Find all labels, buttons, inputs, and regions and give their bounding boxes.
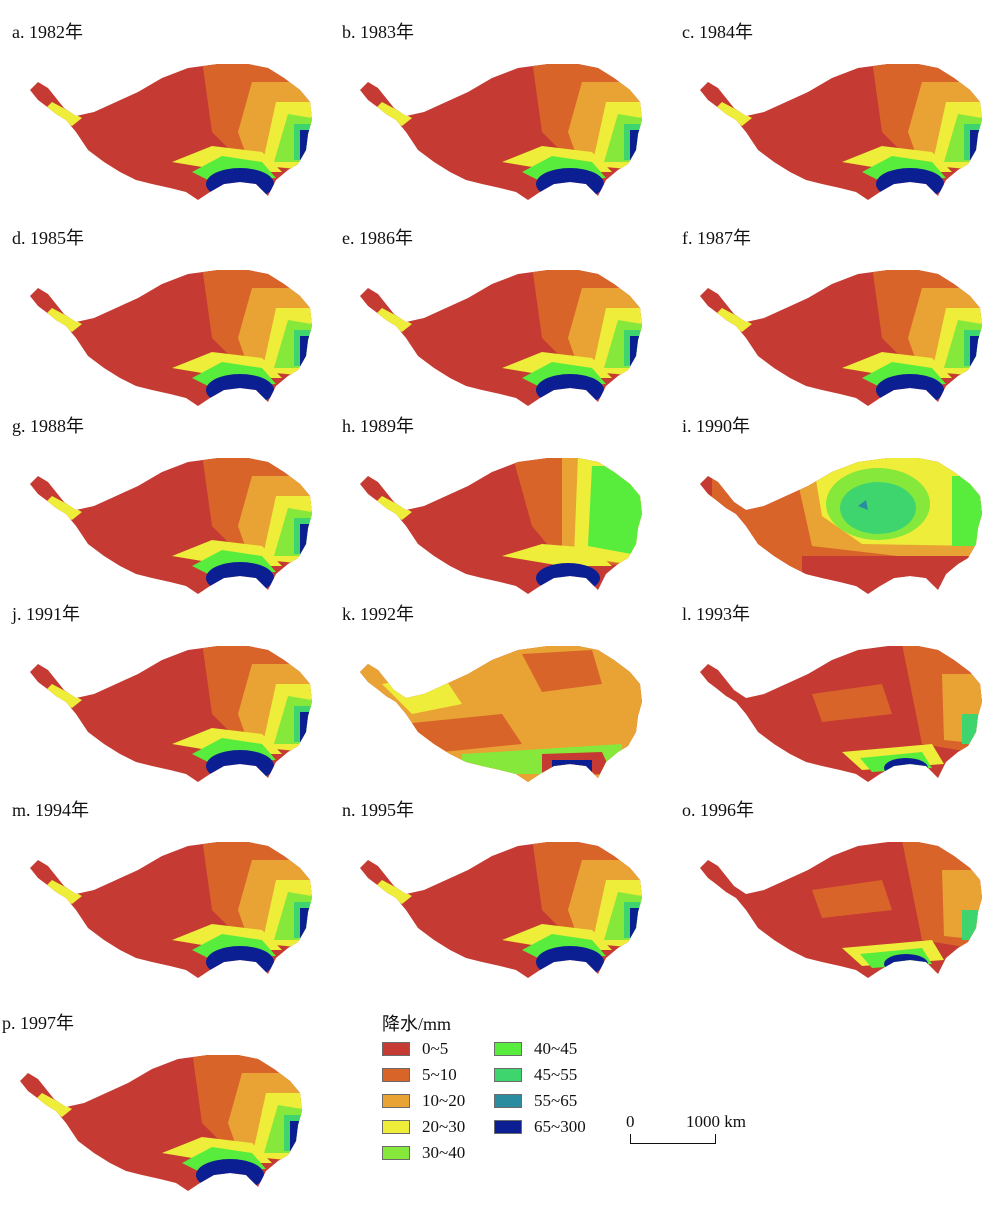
precipitation-map xyxy=(30,270,312,406)
legend-title: 降水/mm xyxy=(382,1014,452,1034)
panel-label: b. 1983年 xyxy=(342,22,414,42)
legend-label: 40~45 xyxy=(534,1039,578,1058)
precipitation-map xyxy=(700,842,982,978)
map-panel: g. 1988年 xyxy=(12,416,342,606)
precipitation-map xyxy=(30,458,312,594)
panel-label: n. 1995年 xyxy=(342,800,414,820)
precipitation-map xyxy=(30,64,312,200)
scale-line xyxy=(630,1134,716,1144)
precipitation-map xyxy=(360,64,642,200)
legend-label: 0~5 xyxy=(422,1039,449,1058)
legend-label: 55~65 xyxy=(534,1091,578,1110)
precipitation-map xyxy=(700,458,982,594)
map-fill xyxy=(30,842,312,978)
panel-label: f. 1987年 xyxy=(682,228,751,248)
legend-swatch xyxy=(382,1146,410,1160)
map-panel: i. 1990年 xyxy=(682,416,1000,606)
map-fill xyxy=(360,64,642,200)
map-panel: d. 1985年 xyxy=(12,228,342,418)
panel-label: e. 1986年 xyxy=(342,228,413,248)
legend-label: 10~20 xyxy=(422,1091,466,1110)
map-panel: c. 1984年 xyxy=(682,22,1000,212)
map-fill xyxy=(700,458,982,594)
map-panel: n. 1995年 xyxy=(342,800,672,990)
precipitation-map xyxy=(360,270,642,406)
legend-label: 45~55 xyxy=(534,1065,578,1084)
panel-label: c. 1984年 xyxy=(682,22,753,42)
legend-swatch xyxy=(382,1068,410,1082)
map-fill xyxy=(30,646,312,782)
map-panel: p. 1997年 xyxy=(2,1013,332,1203)
legend-swatch xyxy=(494,1068,522,1082)
map-panel: l. 1993年 xyxy=(682,604,1000,794)
map-panel: k. 1992年 xyxy=(342,604,672,794)
map-panel: h. 1989年 xyxy=(342,416,672,606)
panel-label: d. 1985年 xyxy=(12,228,84,248)
map-fill xyxy=(30,458,312,594)
scale-zero-label: 0 xyxy=(626,1112,635,1131)
panel-label: o. 1996年 xyxy=(682,800,754,820)
panel-label: l. 1993年 xyxy=(682,604,751,624)
legend-swatch xyxy=(494,1120,522,1134)
legend-swatch xyxy=(494,1094,522,1108)
precipitation-map xyxy=(30,646,312,782)
scale-bar: 0 1000 km xyxy=(626,1112,770,1152)
map-panel: e. 1986年 xyxy=(342,228,672,418)
map-panel: b. 1983年 xyxy=(342,22,672,212)
panel-label: j. 1991年 xyxy=(12,604,81,624)
map-panel: a. 1982年 xyxy=(12,22,342,212)
legend-label: 5~10 xyxy=(422,1065,457,1084)
precipitation-map xyxy=(700,646,982,782)
map-panel: f. 1987年 xyxy=(682,228,1000,418)
legend-label: 30~40 xyxy=(422,1143,466,1162)
legend-swatch xyxy=(494,1042,522,1056)
map-fill xyxy=(700,842,982,978)
precipitation-map xyxy=(360,646,642,782)
map-fill xyxy=(30,270,312,406)
legend-swatch xyxy=(382,1094,410,1108)
map-fill xyxy=(20,1055,302,1191)
map-fill xyxy=(360,270,642,406)
panel-label: a. 1982年 xyxy=(12,22,83,42)
precipitation-map xyxy=(20,1055,302,1191)
panel-label: k. 1992年 xyxy=(342,604,414,624)
precipitation-map xyxy=(700,270,982,406)
map-fill xyxy=(700,64,982,200)
panel-label: i. 1990年 xyxy=(682,416,751,436)
map-fill xyxy=(30,64,312,200)
precipitation-map xyxy=(360,458,642,594)
map-fill xyxy=(700,270,982,406)
legend-swatch xyxy=(382,1120,410,1134)
scale-max-label: 1000 km xyxy=(686,1112,746,1131)
precipitation-map xyxy=(30,842,312,978)
map-panel: o. 1996年 xyxy=(682,800,1000,990)
map-fill xyxy=(360,842,642,978)
panel-label: p. 1997年 xyxy=(2,1013,74,1033)
legend-label: 20~30 xyxy=(422,1117,466,1136)
map-fill xyxy=(360,458,642,594)
panel-label: m. 1994年 xyxy=(12,800,90,820)
legend-swatch xyxy=(382,1042,410,1056)
precipitation-map xyxy=(700,64,982,200)
map-fill xyxy=(360,646,642,782)
legend-label: 65~300 xyxy=(534,1117,586,1136)
panel-label: h. 1989年 xyxy=(342,416,414,436)
map-fill xyxy=(700,646,982,782)
panel-label: g. 1988年 xyxy=(12,416,84,436)
precipitation-map xyxy=(360,842,642,978)
map-panel: j. 1991年 xyxy=(12,604,342,794)
map-panel: m. 1994年 xyxy=(12,800,342,990)
